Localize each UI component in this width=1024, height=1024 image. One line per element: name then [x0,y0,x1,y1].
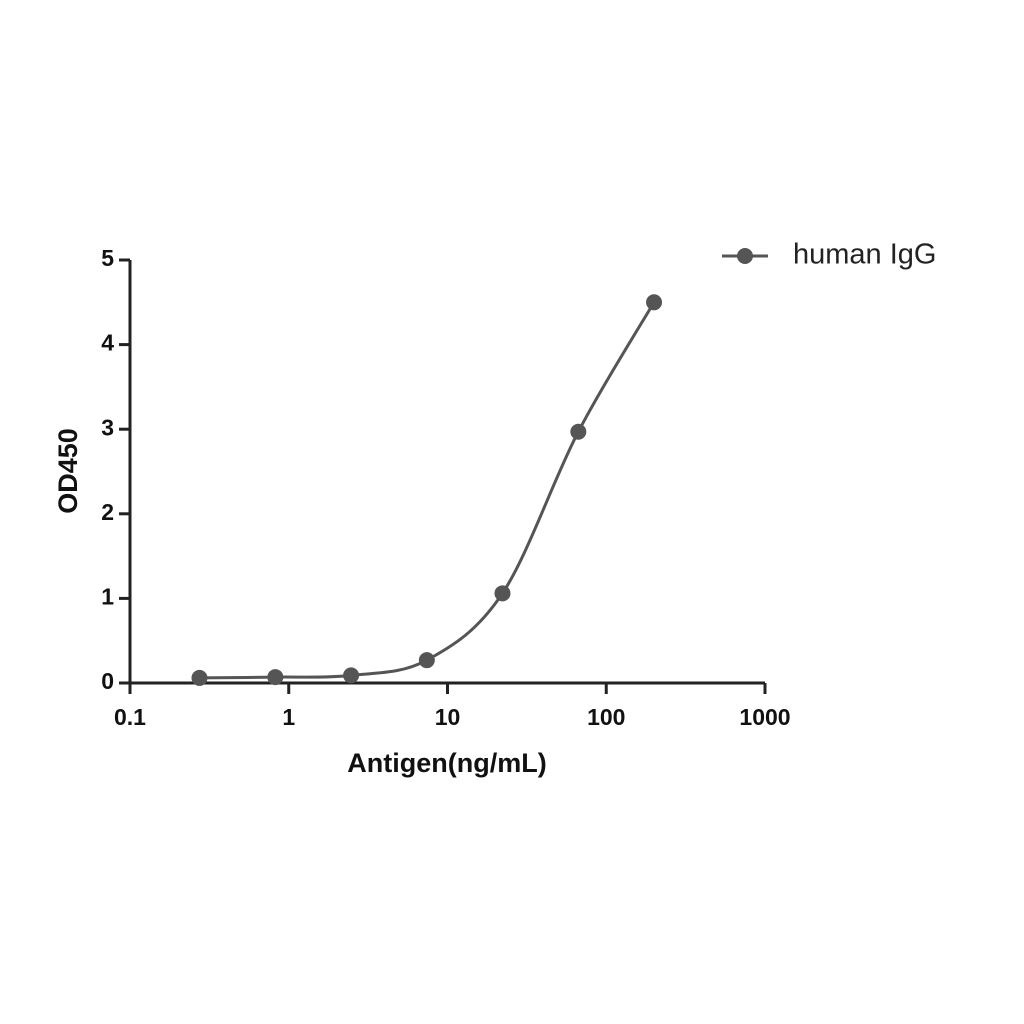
x-tick-label: 10 [435,704,461,730]
point [418,652,435,669]
y-tick-label: 1 [101,583,114,609]
x-tick-label: 1 [282,704,295,730]
y-tick-label: 0 [101,668,114,694]
point [191,669,208,686]
x-axis-label: Antigen(ng/mL) [347,748,546,778]
y-tick-label: 3 [101,414,114,440]
legend-marker [737,248,753,264]
y-tick-label: 5 [101,245,114,271]
x-tick-label: 100 [587,704,625,730]
point [494,585,511,602]
y-tick-label: 2 [101,499,114,525]
legend-label: human IgG [793,239,936,271]
point [570,423,587,440]
point [267,669,284,686]
point [343,667,360,684]
point [646,294,663,311]
y-tick-label: 4 [101,330,114,356]
x-tick-label: 0.1 [114,704,146,730]
curve [199,301,656,680]
y-axis-label: OD450 [53,428,83,514]
x-tick-label: 1000 [739,704,790,730]
